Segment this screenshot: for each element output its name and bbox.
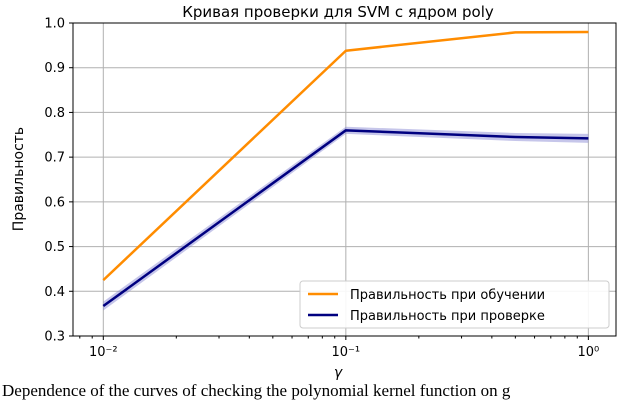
y-tick-label: 0.3: [44, 330, 65, 345]
plot-frame: [72, 22, 617, 337]
x-axis-label: γ: [334, 365, 343, 381]
series-line-2: [102, 129, 589, 308]
y-tick-label: 1.0: [44, 17, 65, 32]
figure-caption: Dependence of the curves of checking the…: [2, 381, 511, 400]
series-lines: [102, 30, 589, 308]
y-tick-label: 0.4: [44, 285, 65, 300]
y-tick-label: 0.8: [44, 106, 65, 121]
y-tick-label: 0.7: [44, 151, 65, 166]
y-tick-label: 0.5: [44, 240, 65, 255]
series-line-1: [102, 30, 589, 282]
x-tick-label: 10⁰: [577, 345, 599, 360]
x-axis-ticks: 10⁻² 10⁻¹ 10⁰: [79, 336, 599, 360]
legend: Правильность при обучении Правильность пр…: [299, 280, 610, 329]
chart-svg: Кривая проверки для SVM с ядром poly 0.3…: [11, 3, 617, 381]
legend-box: [299, 280, 610, 329]
legend-label-2: Правильность при проверке: [350, 309, 545, 324]
y-tick-label: 0.9: [44, 61, 65, 76]
y-axis-label: Правильность: [11, 127, 27, 231]
x-tick-label: 10⁻¹: [332, 345, 361, 360]
x-tick-label: 10⁻²: [89, 345, 118, 360]
y-tick-label: 0.6: [44, 195, 65, 210]
chart-title: Кривая проверки для SVM с ядром poly: [182, 3, 494, 21]
y-axis-ticks: 0.3 0.4 0.5 0.6 0.7 0.8 0.9 1.0: [44, 17, 73, 345]
legend-label-1: Правильность при обучении: [350, 288, 545, 303]
